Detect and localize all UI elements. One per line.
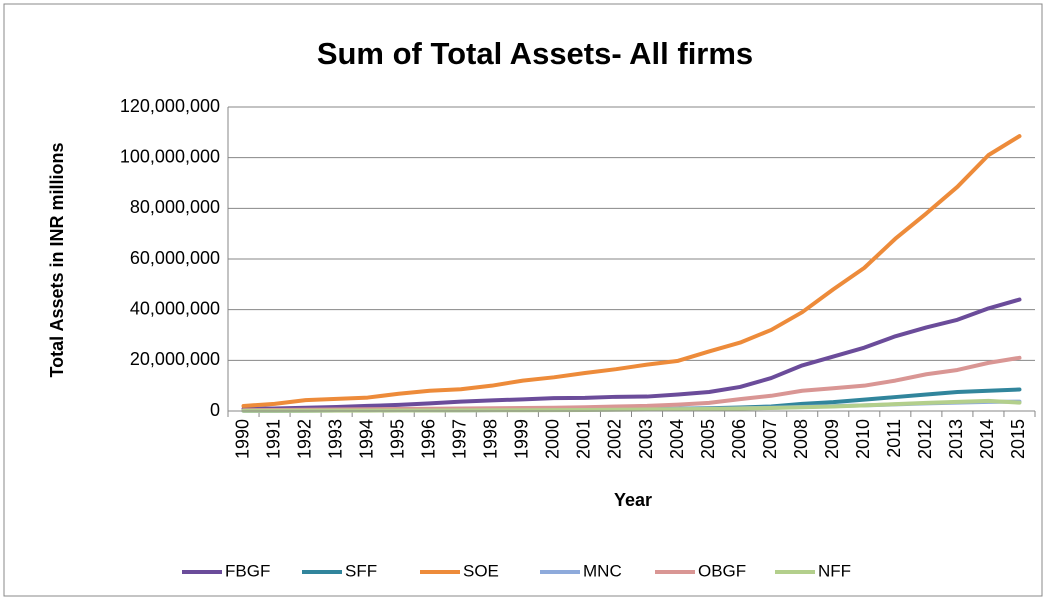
x-tick-label: 1990 [232,419,252,459]
x-tick-label: 1998 [481,419,501,459]
y-tick-label: 0 [210,400,220,420]
y-tick-label: 80,000,000 [130,197,220,217]
x-tick-label: 2003 [636,419,656,459]
legend-label: SOE [463,561,499,580]
y-tick-label: 20,000,000 [130,349,220,369]
y-tick-label: 120,000,000 [120,96,220,116]
series-line [241,297,1022,411]
chart-border [3,3,1043,597]
x-tick-label: 1991 [263,419,283,459]
x-tick-label: 1993 [325,419,345,459]
x-tick-label: 2000 [543,419,563,459]
x-tick-label: 2006 [729,419,749,459]
y-tick-label: 40,000,000 [130,298,220,318]
series-line [241,134,1022,408]
x-tick-label: 2008 [791,419,811,459]
x-tick-label: 1997 [450,419,470,459]
x-axis-label: Year [614,490,652,510]
x-tick-label: 2010 [853,419,873,459]
y-tick-label: 100,000,000 [120,146,220,166]
x-tick-label: 1996 [419,419,439,459]
chart-title: Sum of Total Assets- All firms [317,36,753,71]
x-tick-label: 2004 [667,419,687,459]
x-tick-label: 2014 [977,419,997,459]
legend-label: OBGF [698,561,746,580]
y-tick-label: 60,000,000 [130,248,220,268]
legend-label: NFF [818,561,851,580]
y-axis-label: Total Assets in INR millions [47,142,67,377]
x-tick-label: 1992 [294,419,314,459]
legend-label: MNC [583,561,622,580]
x-tick-label: 1999 [512,419,532,459]
x-tick-label: 2005 [698,419,718,459]
x-tick-label: 2012 [915,419,935,459]
x-tick-label: 2011 [884,419,904,458]
legend-label: SFF [345,561,377,580]
x-tick-label: 2007 [760,419,780,459]
x-tick-label: 2001 [574,419,594,459]
legend-label: FBGF [225,561,270,580]
x-tick-label: 1994 [356,419,376,459]
x-tick-label: 2013 [946,419,966,459]
x-tick-label: 1995 [387,419,407,459]
x-tick-label: 2009 [822,419,842,459]
x-tick-label: 2002 [605,419,625,459]
x-tick-label: 2015 [1008,419,1028,459]
